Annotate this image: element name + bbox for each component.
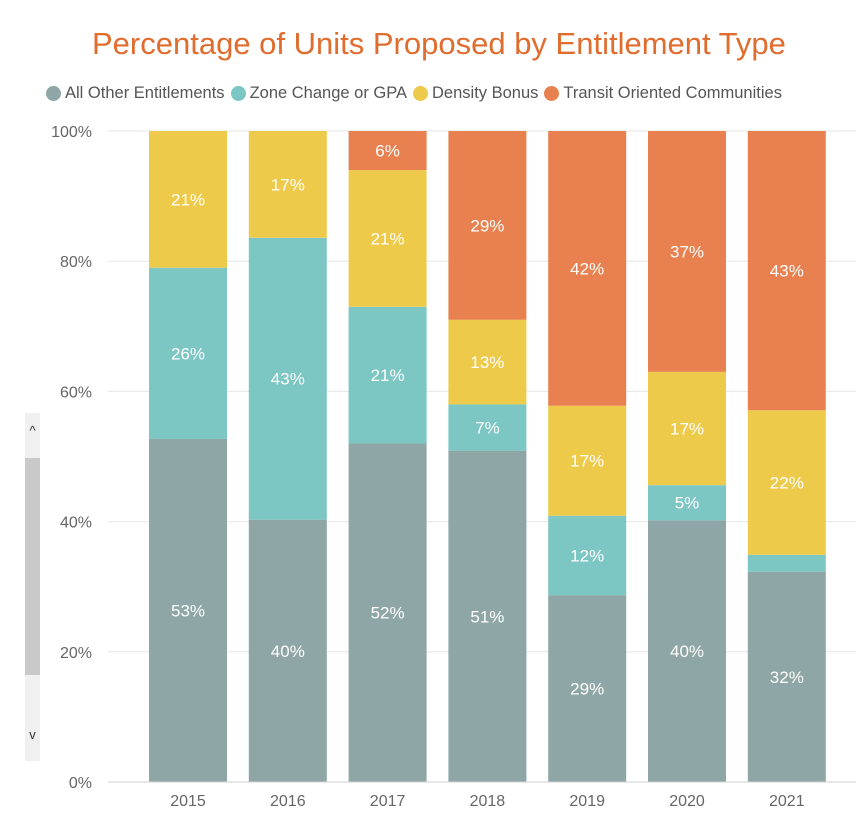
- data-label: 42%: [570, 259, 604, 278]
- bar-segment: [648, 520, 726, 782]
- bar-segment: [348, 131, 427, 171]
- bar-segment: [747, 410, 826, 555]
- data-label: 17%: [670, 420, 704, 439]
- bar-segment: [248, 237, 327, 520]
- data-label: 21%: [371, 229, 405, 248]
- legend-item[interactable]: Density Bonus: [413, 84, 538, 103]
- legend-item[interactable]: All Other Entitlements: [46, 84, 225, 103]
- legend-swatch: [413, 86, 429, 101]
- bar-segment: [348, 170, 427, 307]
- data-label: 17%: [570, 452, 604, 471]
- data-label: 26%: [171, 344, 205, 363]
- data-label: 5%: [675, 494, 700, 513]
- bar-segment: [548, 515, 627, 596]
- legend: All Other Entitlements Zone Change or GPA…: [46, 84, 788, 103]
- vertical-scrollbar[interactable]: ^ v: [25, 413, 40, 761]
- x-tick-label: 2021: [769, 793, 805, 810]
- data-label: 21%: [371, 366, 405, 385]
- y-tick-label: 60%: [60, 384, 92, 401]
- x-tick-label: 2018: [470, 793, 506, 810]
- data-label: 40%: [670, 642, 704, 661]
- legend-item[interactable]: Transit Oriented Communities: [544, 84, 782, 103]
- bar-segment: [248, 519, 327, 782]
- legend-label: Transit Oriented Communities: [563, 84, 782, 102]
- data-label: 51%: [470, 607, 504, 626]
- bar-segment: [448, 319, 527, 405]
- bar-segment: [747, 554, 826, 572]
- y-tick-label: 100%: [51, 124, 92, 141]
- data-label: 53%: [171, 601, 205, 620]
- bar-segment: [548, 595, 627, 782]
- data-label: 6%: [375, 142, 400, 161]
- bar-segment: [548, 131, 627, 406]
- x-tick-label: 2017: [370, 793, 406, 810]
- x-tick-label: 2020: [669, 793, 705, 810]
- data-label: 29%: [570, 680, 604, 699]
- bar-segment: [548, 405, 627, 516]
- bar-segment: [648, 131, 726, 372]
- bar-segment: [747, 571, 826, 782]
- bar-segment: [149, 438, 227, 782]
- data-label: 32%: [770, 668, 804, 687]
- data-label: 13%: [470, 353, 504, 372]
- y-tick-label: 80%: [60, 254, 92, 271]
- data-label: 7%: [475, 419, 500, 438]
- legend-swatch: [544, 86, 560, 101]
- y-tick-label: 0%: [69, 775, 92, 792]
- legend-item[interactable]: Zone Change or GPA: [230, 84, 408, 103]
- x-tick-label: 2019: [569, 793, 605, 810]
- bar-segment: [448, 404, 527, 451]
- bar-segment: [248, 131, 327, 238]
- y-tick-label: 20%: [60, 645, 92, 662]
- data-label: 52%: [371, 604, 405, 623]
- x-tick-label: 2015: [170, 793, 206, 810]
- bar-segment: [149, 267, 227, 439]
- legend-label: Density Bonus: [432, 84, 539, 102]
- legend-label: Zone Change or GPA: [249, 84, 408, 102]
- data-label: 21%: [171, 190, 205, 209]
- data-label: 17%: [271, 175, 305, 194]
- bar-segment: [348, 306, 427, 444]
- x-tick-label: 2016: [270, 793, 306, 810]
- data-label: 12%: [570, 546, 604, 565]
- bar-segment: [747, 131, 826, 411]
- chart-title: Percentage of Units Proposed by Entitlem…: [92, 26, 786, 61]
- bar-segment: [149, 131, 227, 268]
- bar-segment: [448, 131, 527, 320]
- y-tick-label: 40%: [60, 515, 92, 532]
- legend-label: All Other Entitlements: [65, 84, 225, 102]
- legend-swatch: [46, 86, 61, 101]
- data-label: 29%: [470, 216, 504, 235]
- data-label: 43%: [271, 370, 305, 389]
- data-label: 40%: [271, 642, 305, 661]
- bar-segment: [648, 371, 726, 486]
- bar-segment: [448, 450, 527, 782]
- data-label: 37%: [670, 242, 704, 261]
- data-label: 43%: [770, 262, 804, 281]
- bar-segment: [348, 443, 427, 782]
- scroll-up-icon[interactable]: ^: [29, 423, 36, 438]
- bar-segment: [648, 485, 726, 521]
- scroll-down-icon[interactable]: v: [29, 727, 36, 742]
- legend-swatch: [230, 86, 246, 101]
- scroll-thumb[interactable]: [25, 458, 40, 675]
- data-label: 22%: [770, 474, 804, 493]
